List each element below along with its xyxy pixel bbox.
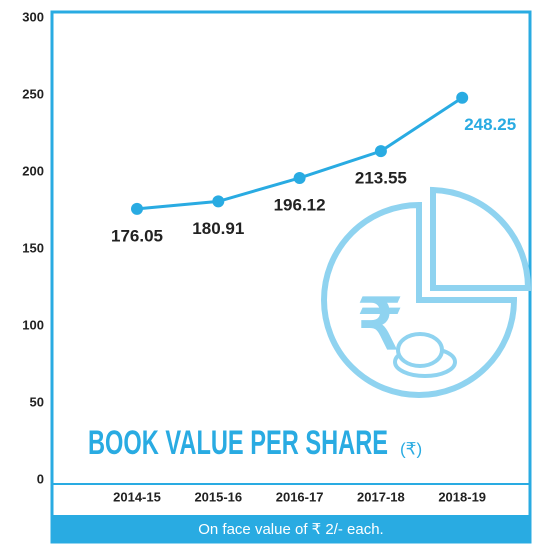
footer-band [52,515,530,543]
y-tick-label: 300 [22,9,44,24]
data-label: 176.05 [111,226,163,245]
x-tick-label: 2016-17 [276,489,324,504]
title-unit: (₹) [400,439,422,458]
point [374,145,387,158]
rupee-icon: ₹ [358,285,403,363]
point [212,195,225,208]
coin-icon [396,332,444,368]
decor-icon: ₹ [321,186,532,398]
point [456,91,469,104]
chart-title: BOOK VALUE PER SHARE [88,424,388,462]
x-tick-label: 2014-15 [113,489,161,504]
y-tick-label: 0 [37,471,44,486]
y-tick-label: 200 [22,163,44,178]
data-label: 213.55 [355,169,407,188]
x-tick-label: 2015-16 [194,489,242,504]
y-tick-label: 250 [22,86,44,101]
point [131,202,143,215]
y-tick-label: 150 [22,240,44,255]
data-label: 248.25 [464,115,516,134]
pie-slice-icon [430,186,532,291]
data-label: 196.12 [274,195,326,214]
data-label: 180.91 [192,219,244,238]
x-tick-label: 2017-18 [357,489,405,504]
point [293,171,306,184]
x-tick-label: 2018-19 [438,489,486,504]
y-tick-label: 50 [30,394,44,409]
pie-icon [321,201,518,398]
y-tick-label: 100 [22,317,44,332]
line [136,96,464,211]
footnote: On face value of ₹ 2/- each. [198,521,383,538]
